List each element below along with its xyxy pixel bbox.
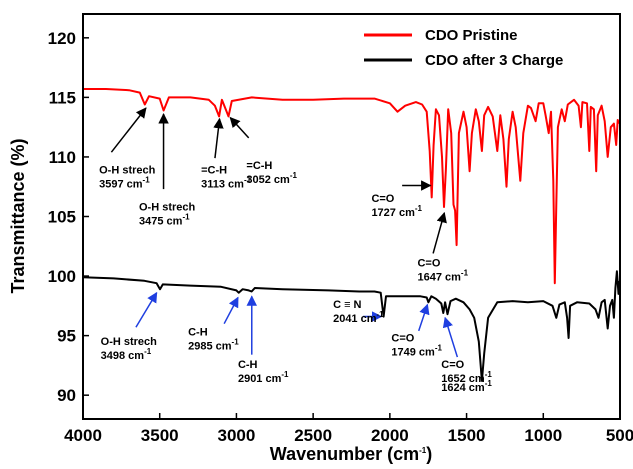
x-tick-label: 2500 xyxy=(294,426,332,445)
annotation-label-1: O-H strech 3475 cm-1 xyxy=(139,202,196,228)
annotation-arrow-11 xyxy=(442,316,459,358)
x-tick-label: 500 xyxy=(606,426,633,445)
legend-label-charged: CDO after 3 Charge xyxy=(425,52,563,69)
series-line-0 xyxy=(83,88,621,285)
annotation-label-6: O-H strech 3498 cm-1 xyxy=(101,336,158,362)
x-tick-label: 4000 xyxy=(64,426,102,445)
legend: CDO Pristine CDO after 3 Charge xyxy=(364,27,563,69)
annotation-label-7: C-H 2985 cm-1 xyxy=(188,327,239,353)
y-tick-label: 120 xyxy=(48,29,76,48)
y-tick-label: 90 xyxy=(57,386,76,405)
x-tick-label: 1000 xyxy=(524,426,562,445)
annotation-label-8: C-H 2901 cm-1 xyxy=(238,359,289,385)
annotation-arrow-2 xyxy=(213,117,224,159)
x-axis: 4000 3500 3000 2500 2000 1500 1000 500 xyxy=(64,413,633,445)
x-tick-label: 1500 xyxy=(448,426,486,445)
annotation-label-3: =C-H 3052 cm-1 xyxy=(246,160,297,186)
y-tick-label: 95 xyxy=(57,327,76,346)
annotation-label-4: C=O 1727 cm-1 xyxy=(371,193,422,219)
x-axis-title-sup: -1 xyxy=(419,446,427,455)
annotation-arrow-7 xyxy=(223,296,239,325)
x-tick-label: 2000 xyxy=(371,426,409,445)
series-line-1 xyxy=(82,270,621,382)
x-axis-title: Wavenumber (cm-1) xyxy=(270,444,433,464)
annotation-arrow-5 xyxy=(432,211,447,254)
y-tick-label: 100 xyxy=(48,267,76,286)
annotation-layer: O-H strech 3597 cm-1O-H strech 3475 cm-1=C… xyxy=(99,107,492,394)
annotation-label-0: O-H strech 3597 cm-1 xyxy=(99,165,156,191)
annotation-label-11: C=O 1652 cm-1 1624 cm-1 xyxy=(441,359,492,394)
annotation-label-5: C=O 1647 cm-1 xyxy=(417,258,468,284)
annotation-label-9: C ≡ N 2041 cm-1 xyxy=(333,299,384,325)
series-layer xyxy=(82,88,621,382)
legend-label-pristine: CDO Pristine xyxy=(425,27,518,44)
annotation-arrow-3 xyxy=(229,116,250,139)
y-axis-title: Transmittance (%) xyxy=(8,138,28,293)
y-tick-label: 110 xyxy=(49,148,76,167)
annotation-arrow-10 xyxy=(417,303,430,332)
annotation-label-10: C=O 1749 cm-1 xyxy=(391,333,442,359)
annotation-label-2: =C-H 3113 cm-1 xyxy=(201,165,251,191)
annotation-arrow-0 xyxy=(110,107,147,153)
y-tick-label: 115 xyxy=(49,88,76,107)
y-tick-label: 105 xyxy=(48,208,76,227)
annotation-arrow-6 xyxy=(135,291,158,328)
y-axis: 90 95 100 105 110 115 120 xyxy=(48,29,89,405)
x-tick-label: 3500 xyxy=(141,426,179,445)
x-tick-label: 3000 xyxy=(218,426,256,445)
